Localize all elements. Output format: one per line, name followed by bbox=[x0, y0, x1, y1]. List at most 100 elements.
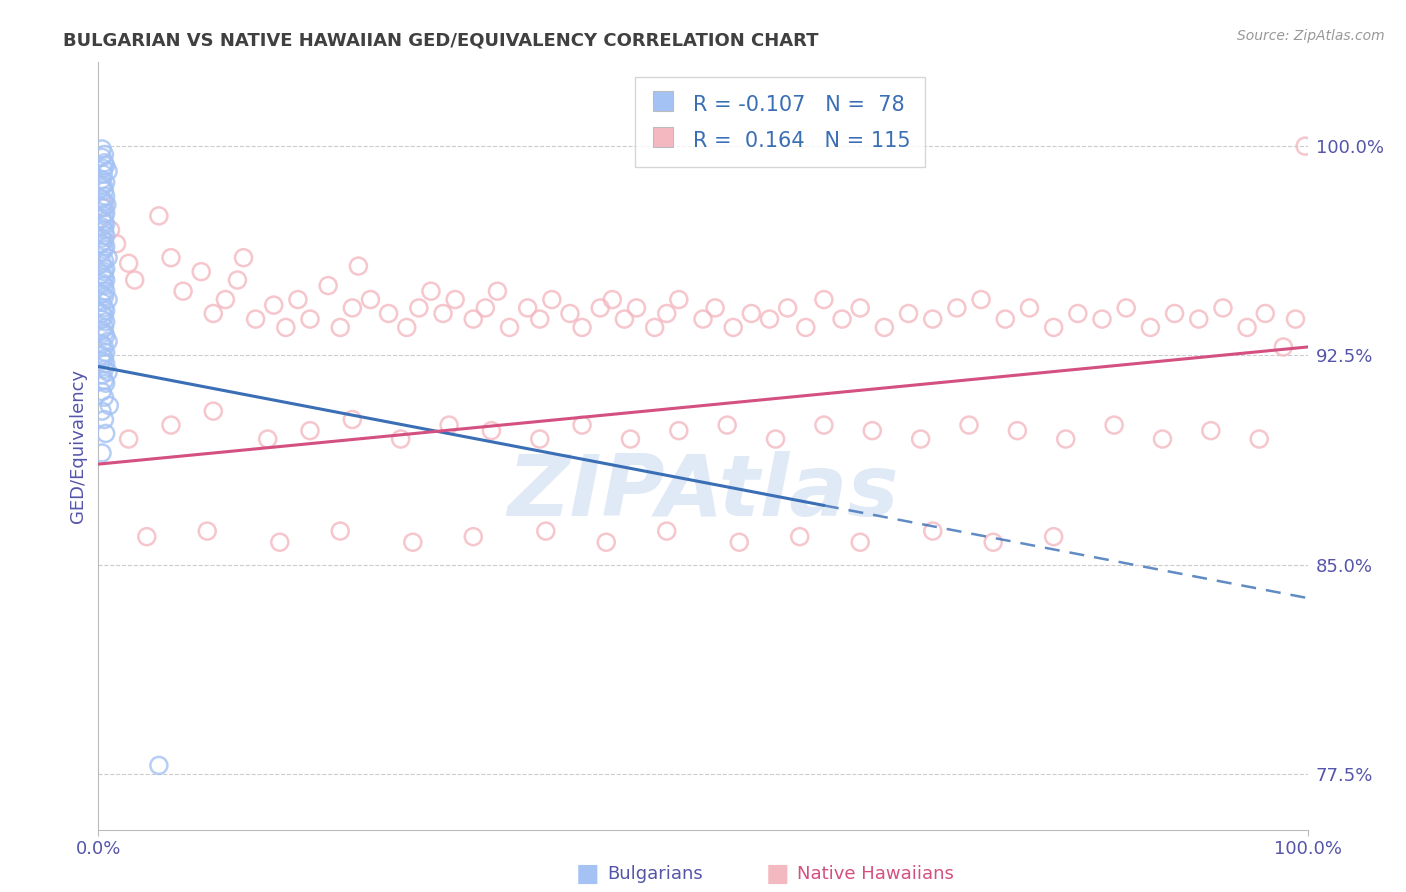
Point bbox=[91, 150, 114, 164]
Point bbox=[94, 239, 117, 253]
Point bbox=[94, 175, 117, 189]
Point bbox=[1102, 418, 1125, 433]
Text: BULGARIAN VS NATIVE HAWAIIAN GED/EQUIVALENCY CORRELATION CHART: BULGARIAN VS NATIVE HAWAIIAN GED/EQUIVAL… bbox=[63, 31, 818, 49]
Point bbox=[94, 206, 117, 220]
Point bbox=[135, 530, 157, 544]
Point bbox=[97, 164, 120, 178]
Point bbox=[287, 293, 309, 307]
Point bbox=[91, 231, 114, 245]
Point bbox=[444, 293, 467, 307]
Point bbox=[97, 251, 120, 265]
Point bbox=[94, 273, 117, 287]
Point bbox=[97, 293, 120, 307]
Point bbox=[91, 404, 114, 418]
Point bbox=[347, 259, 370, 273]
Point bbox=[91, 256, 114, 270]
Point bbox=[91, 201, 114, 215]
Point bbox=[91, 181, 114, 195]
Point bbox=[813, 293, 835, 307]
Point bbox=[202, 404, 225, 418]
Point bbox=[96, 197, 118, 211]
Point bbox=[389, 432, 412, 446]
Point bbox=[94, 315, 117, 329]
Point bbox=[91, 306, 114, 320]
Point bbox=[831, 312, 853, 326]
Point bbox=[93, 201, 115, 215]
Point bbox=[160, 251, 183, 265]
Y-axis label: GED/Equivalency: GED/Equivalency bbox=[69, 369, 87, 523]
Point bbox=[91, 236, 114, 251]
Point bbox=[316, 278, 339, 293]
Point bbox=[595, 535, 617, 549]
Text: Source: ZipAtlas.com: Source: ZipAtlas.com bbox=[1237, 29, 1385, 43]
Point bbox=[91, 337, 114, 351]
Point bbox=[93, 223, 115, 237]
Point bbox=[91, 220, 114, 235]
Point bbox=[1042, 530, 1064, 544]
Point bbox=[360, 293, 382, 307]
Point bbox=[91, 161, 114, 176]
Point bbox=[93, 412, 115, 426]
Text: ■: ■ bbox=[576, 863, 599, 886]
Point bbox=[105, 236, 128, 251]
Point bbox=[91, 287, 114, 301]
Point bbox=[93, 301, 115, 315]
Point bbox=[994, 312, 1017, 326]
Point bbox=[91, 142, 114, 156]
Point bbox=[124, 273, 146, 287]
Point bbox=[377, 306, 399, 320]
Point bbox=[957, 418, 980, 433]
Point bbox=[118, 256, 141, 270]
Point bbox=[481, 424, 503, 438]
Point bbox=[94, 284, 117, 298]
Point bbox=[256, 432, 278, 446]
Text: ZIPAtlas: ZIPAtlas bbox=[508, 450, 898, 533]
Point bbox=[873, 320, 896, 334]
Point bbox=[329, 320, 352, 334]
Point bbox=[329, 524, 352, 538]
Point bbox=[668, 293, 690, 307]
Point bbox=[299, 424, 322, 438]
Point bbox=[437, 418, 460, 433]
Point bbox=[1163, 306, 1185, 320]
Text: Bulgarians: Bulgarians bbox=[607, 865, 703, 883]
Point bbox=[91, 384, 114, 399]
Point bbox=[100, 223, 122, 237]
Point bbox=[1249, 432, 1271, 446]
Point bbox=[740, 306, 762, 320]
Point bbox=[91, 211, 114, 226]
Point bbox=[1152, 432, 1174, 446]
Point bbox=[91, 312, 114, 326]
Point bbox=[849, 535, 872, 549]
Point bbox=[402, 535, 425, 549]
Point bbox=[93, 156, 115, 170]
Point bbox=[93, 243, 115, 257]
Point bbox=[97, 334, 120, 349]
Point bbox=[91, 268, 114, 282]
Point bbox=[91, 245, 114, 260]
Point bbox=[91, 192, 114, 206]
Point bbox=[94, 426, 117, 441]
Point bbox=[1199, 424, 1222, 438]
Point bbox=[1284, 312, 1306, 326]
Point bbox=[486, 284, 509, 298]
Point bbox=[195, 524, 218, 538]
Point bbox=[93, 320, 115, 334]
Point bbox=[558, 306, 581, 320]
Point bbox=[897, 306, 920, 320]
Point bbox=[789, 530, 811, 544]
Point bbox=[245, 312, 267, 326]
Point bbox=[91, 167, 114, 181]
Point bbox=[232, 251, 254, 265]
Point bbox=[118, 432, 141, 446]
Point bbox=[91, 276, 114, 290]
Point bbox=[148, 209, 170, 223]
Point bbox=[408, 301, 430, 315]
Point bbox=[704, 301, 727, 315]
Point bbox=[668, 424, 690, 438]
Point bbox=[1091, 312, 1114, 326]
Legend: R = -0.107   N =  78, R =  0.164   N = 115: R = -0.107 N = 78, R = 0.164 N = 115 bbox=[636, 77, 925, 167]
Point bbox=[626, 301, 648, 315]
Text: Native Hawaiians: Native Hawaiians bbox=[797, 865, 955, 883]
Point bbox=[534, 524, 557, 538]
